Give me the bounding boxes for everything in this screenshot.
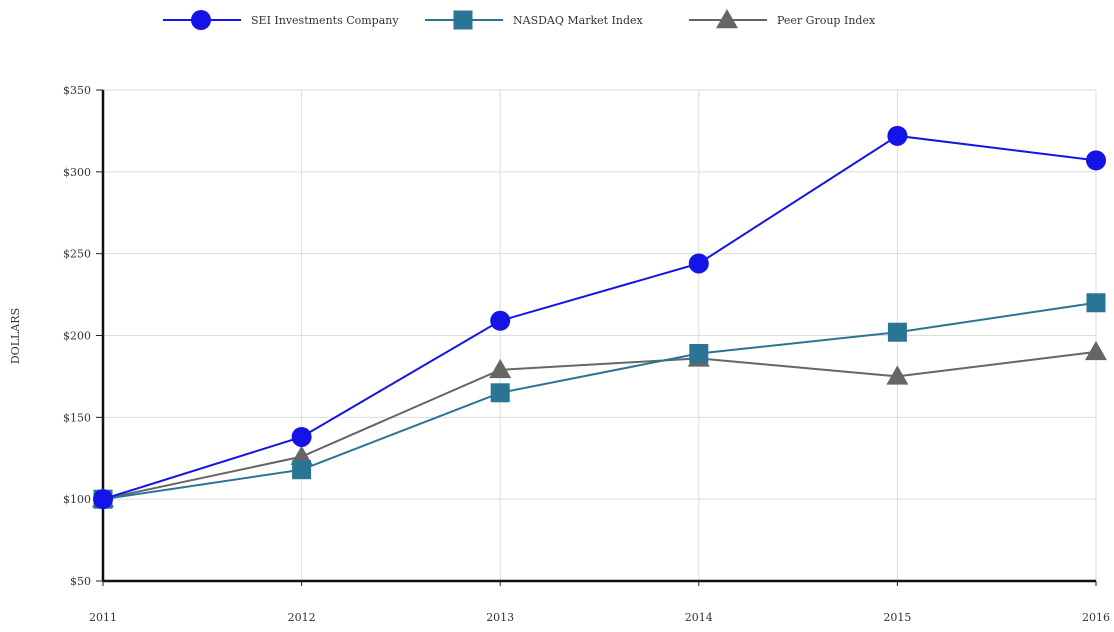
y-tick-label: $250 <box>63 248 91 261</box>
y-tick-label: $350 <box>63 84 91 97</box>
data-point-triangle <box>1085 340 1107 361</box>
series-group <box>92 125 1107 510</box>
x-tick-label: 2016 <box>1082 611 1110 624</box>
data-point-triangle <box>290 445 313 465</box>
legend-marker-circle <box>191 10 211 30</box>
series-line <box>102 301 1097 501</box>
data-point-square <box>292 460 312 480</box>
legend-marker-square <box>453 10 473 30</box>
y-tick-label: $200 <box>63 330 91 343</box>
y-tick-label: $50 <box>70 575 91 588</box>
y-tick-label: $100 <box>63 493 91 506</box>
axes: $50 $100 $150 $200 $250 $300 $350 2011 2012 2013 2… <box>63 84 1110 624</box>
y-axis-label: DOLLARS <box>9 308 22 364</box>
data-point-square <box>689 344 709 364</box>
legend-label: Peer Group Index <box>777 14 876 27</box>
legend-item: Peer Group Index <box>689 9 876 29</box>
series-line <box>102 134 1097 501</box>
data-point-circle <box>887 125 908 146</box>
series-peer-group-index <box>92 340 1107 508</box>
x-tick-label: 2012 <box>288 611 316 624</box>
x-tick-label: 2014 <box>685 611 713 624</box>
data-point-triangle <box>886 365 909 385</box>
x-tick-label: 2011 <box>89 611 117 624</box>
x-tick-label: 2013 <box>486 611 514 624</box>
data-point-square <box>1086 293 1106 313</box>
data-point-circle <box>490 310 511 331</box>
legend-label: NASDAQ Market Index <box>513 14 644 27</box>
series-line <box>102 350 1097 501</box>
data-point-square <box>887 322 907 342</box>
data-point-circle <box>291 426 312 447</box>
series-nasdaq-market-index <box>93 293 1106 509</box>
data-point-circle <box>93 489 113 510</box>
x-tick-label: 2015 <box>883 611 911 624</box>
legend-marker-triangle <box>716 9 738 29</box>
y-tick-label: $150 <box>63 411 91 424</box>
legend-item: SEI Investments Company <box>163 10 399 30</box>
y-tick-label: $300 <box>63 166 91 179</box>
grid <box>103 89 1097 581</box>
data-point-circle <box>1086 150 1106 171</box>
data-point-circle <box>688 253 709 274</box>
legend: SEI Investments Company NASDAQ Market Ind… <box>163 9 876 30</box>
data-point-square <box>490 383 510 403</box>
legend-label: SEI Investments Company <box>251 14 399 27</box>
data-point-triangle <box>489 358 512 379</box>
legend-item: NASDAQ Market Index <box>425 10 644 30</box>
series-sei-investments-company <box>93 125 1106 510</box>
